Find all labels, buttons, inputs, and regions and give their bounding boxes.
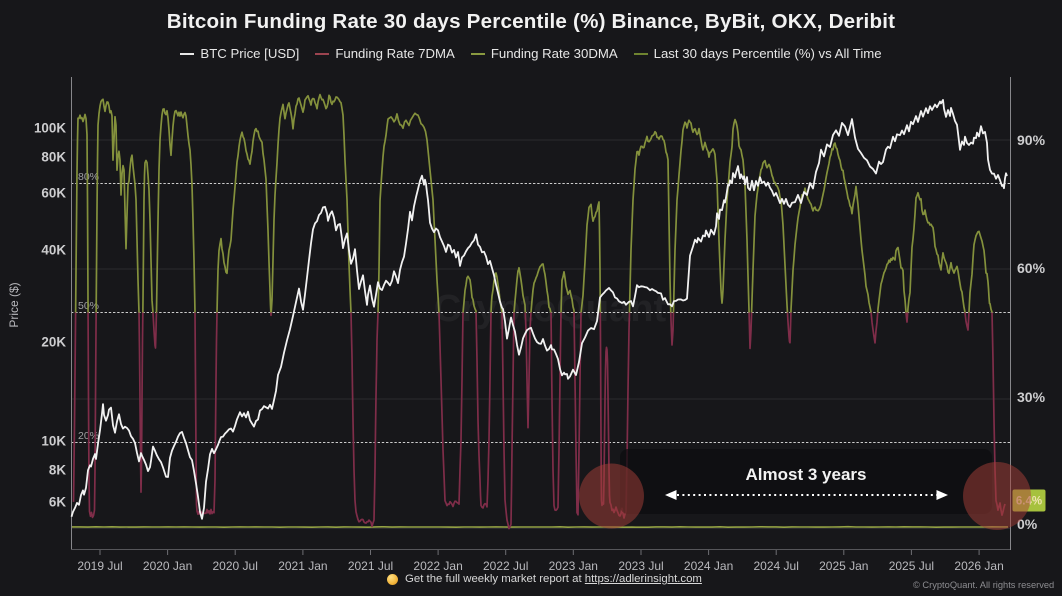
svg-text:2020 Jan: 2020 Jan	[143, 559, 192, 573]
svg-text:60K: 60K	[41, 186, 66, 201]
svg-text:6K: 6K	[49, 495, 66, 510]
svg-text:100K: 100K	[34, 121, 66, 136]
svg-text:2022 Jan: 2022 Jan	[413, 559, 462, 573]
svg-text:2024 Jul: 2024 Jul	[754, 559, 799, 573]
svg-text:2022 Jul: 2022 Jul	[483, 559, 528, 573]
svg-text:40K: 40K	[41, 243, 66, 258]
svg-text:2020 Jul: 2020 Jul	[213, 559, 258, 573]
svg-text:80%: 80%	[78, 171, 99, 183]
svg-text:Almost 3 years: Almost 3 years	[746, 465, 867, 484]
svg-text:80K: 80K	[41, 150, 66, 165]
svg-text:10K: 10K	[41, 434, 66, 449]
svg-text:2023 Jul: 2023 Jul	[618, 559, 663, 573]
svg-text:2021 Jul: 2021 Jul	[348, 559, 393, 573]
svg-text:2025 Jan: 2025 Jan	[819, 559, 868, 573]
svg-text:20K: 20K	[41, 335, 66, 350]
svg-text:2025 Jul: 2025 Jul	[889, 559, 934, 573]
svg-text:8K: 8K	[49, 463, 66, 478]
svg-text:2023 Jan: 2023 Jan	[549, 559, 598, 573]
svg-text:0%: 0%	[1017, 516, 1038, 532]
svg-text:60%: 60%	[1017, 260, 1046, 276]
svg-text:2026 Jan: 2026 Jan	[954, 559, 1003, 573]
svg-text:2024 Jan: 2024 Jan	[684, 559, 733, 573]
svg-text:2019 Jul: 2019 Jul	[77, 559, 122, 573]
svg-text:30%: 30%	[1017, 389, 1046, 405]
svg-text:90%: 90%	[1017, 132, 1046, 148]
svg-text:2021 Jan: 2021 Jan	[278, 559, 327, 573]
